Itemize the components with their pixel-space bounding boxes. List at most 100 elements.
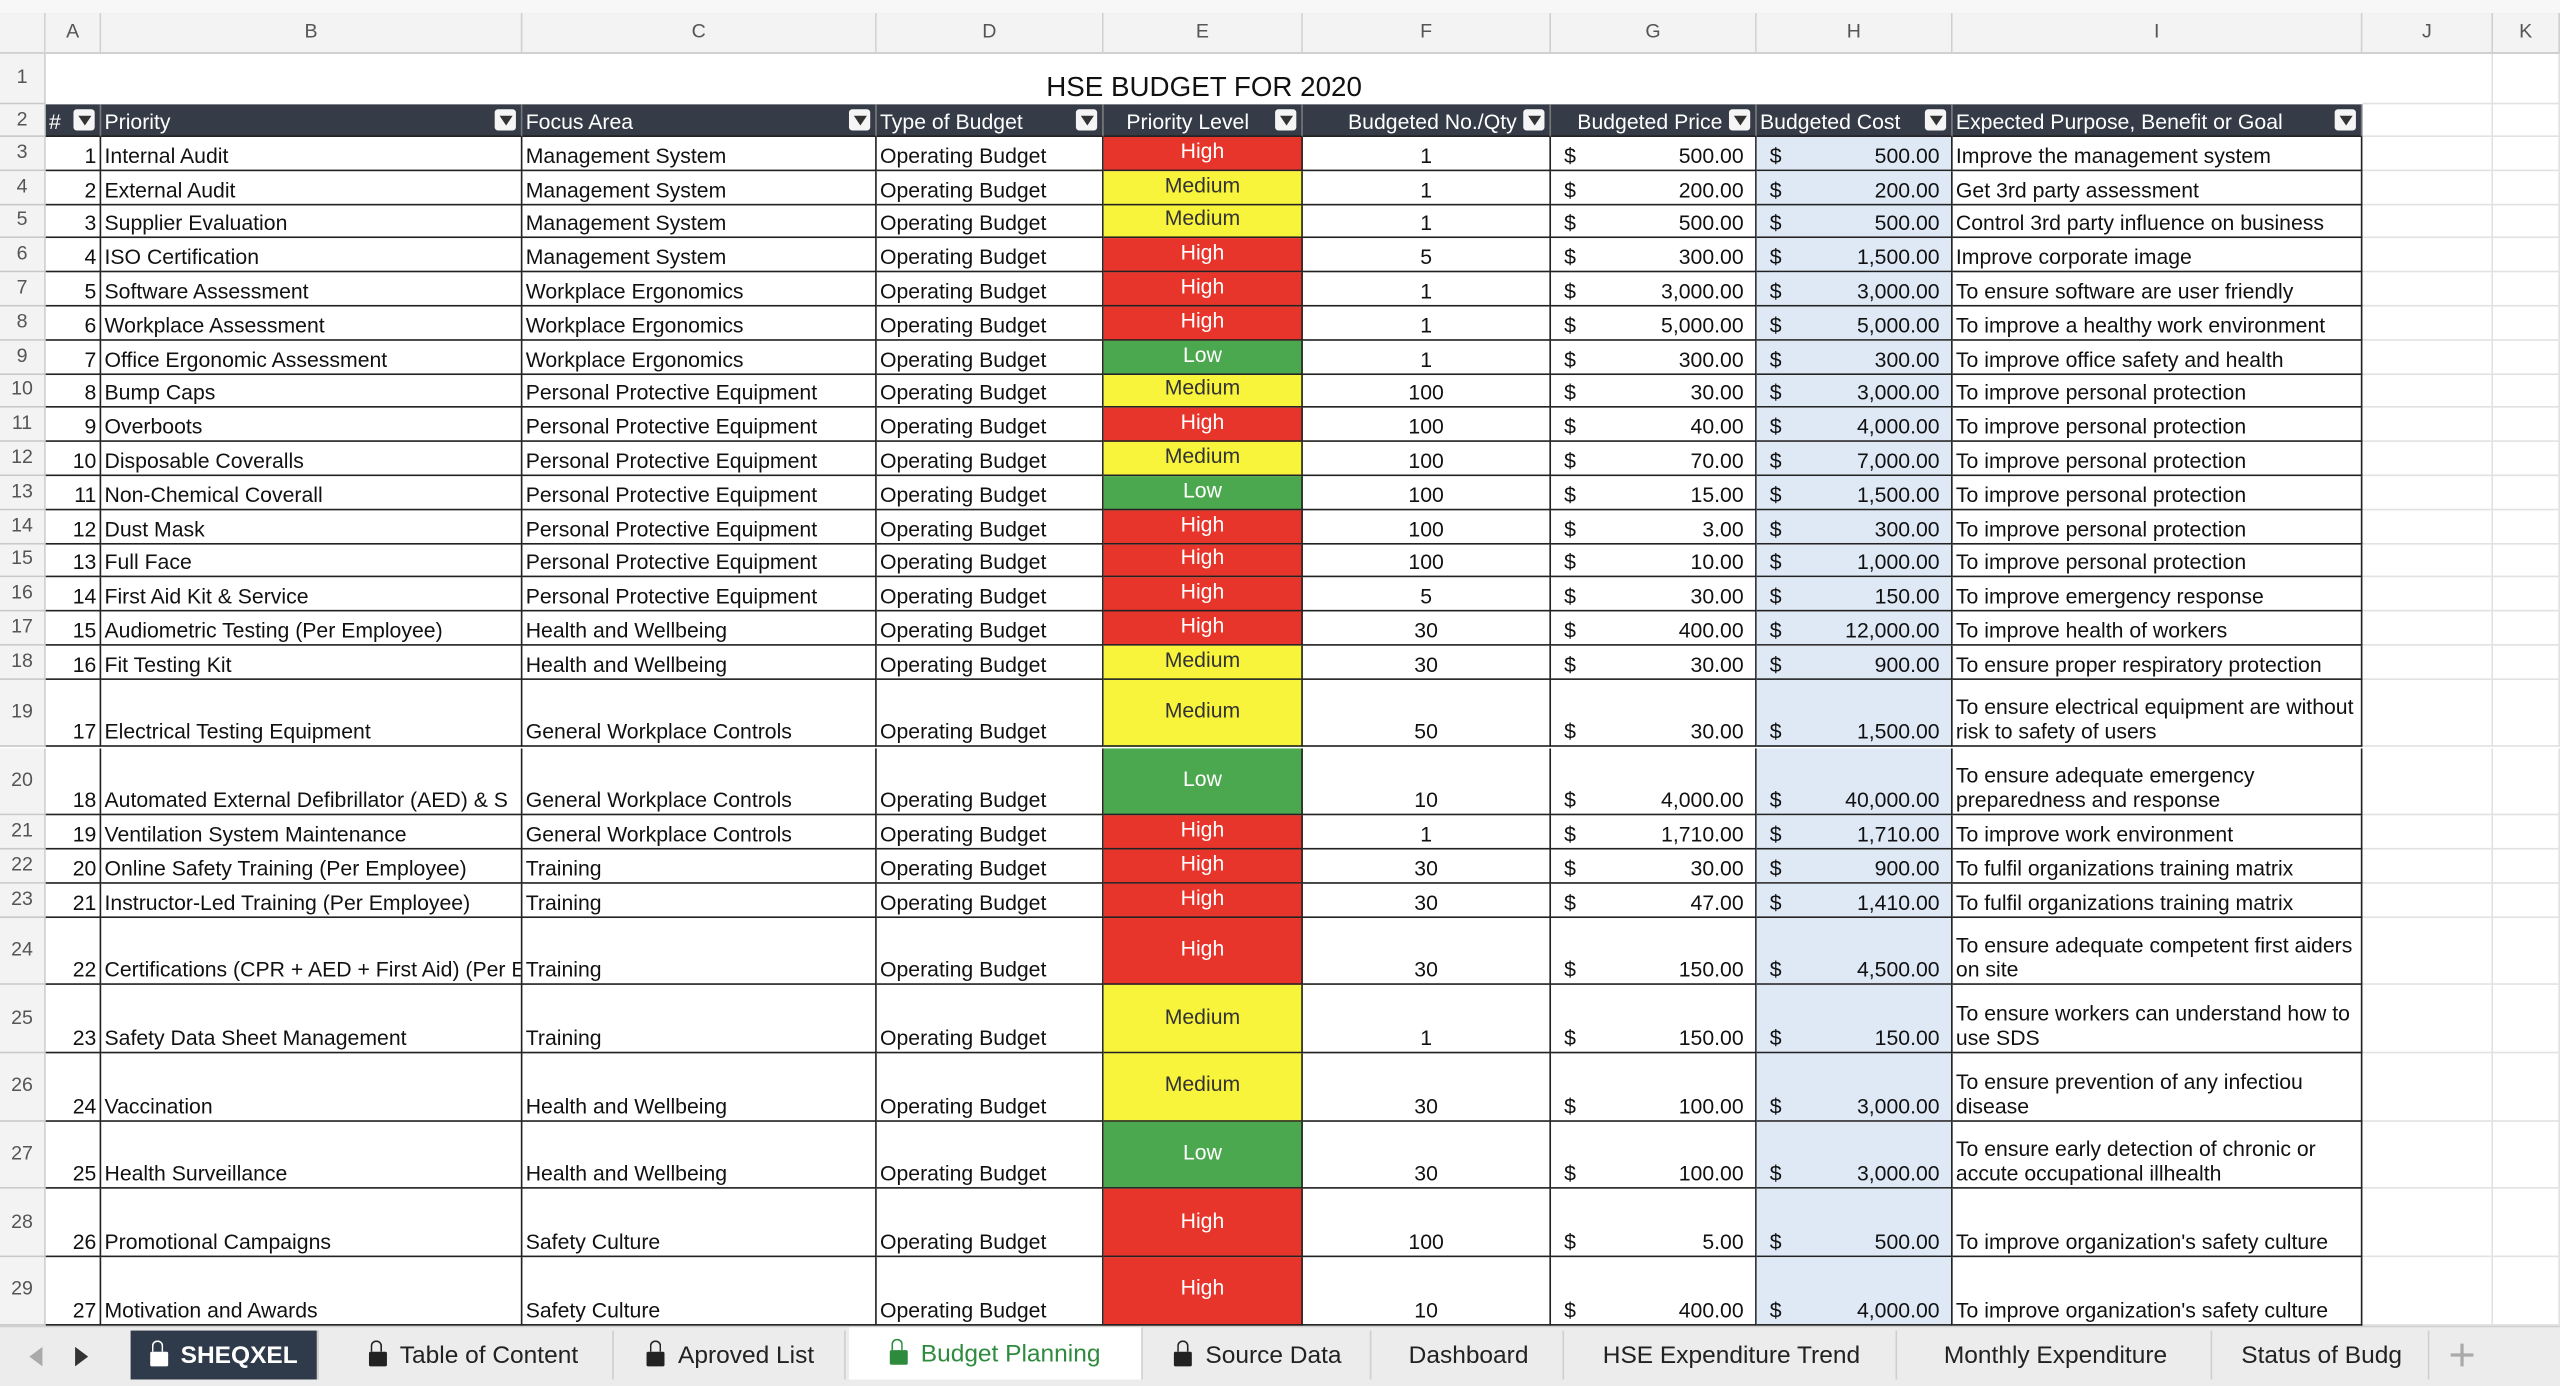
filter-dropdown[interactable]: [494, 109, 516, 131]
budget-type: Operating Budget: [876, 340, 1104, 375]
empty-cell: [2362, 104, 2494, 137]
currency-symbol: $: [1769, 177, 1782, 202]
focus-area: Safety Culture: [522, 1189, 877, 1258]
budgeted-cost-cell: $900.00: [1756, 849, 1953, 884]
filter-dropdown[interactable]: [1075, 109, 1098, 131]
filter-dropdown[interactable]: [2334, 109, 2356, 131]
budgeted-price-cell: $5.00: [1551, 1189, 1757, 1258]
column-letter: I: [1952, 13, 2363, 54]
empty-cell: [2362, 238, 2494, 273]
filter-dropdown[interactable]: [1924, 109, 1947, 131]
item-number: 15: [45, 611, 102, 646]
sheet-tab-label: Aproved List: [678, 1341, 815, 1369]
budgeted-qty: 1: [1302, 815, 1552, 850]
filter-dropdown[interactable]: [1523, 109, 1545, 131]
budgeted-price-cell: $500.00: [1551, 136, 1757, 171]
empty-cell: [2493, 645, 2560, 680]
sheet-tab[interactable]: Dashboard: [1375, 1330, 1565, 1380]
item-number: 24: [45, 1053, 102, 1122]
budgeted-price-cell: $15.00: [1551, 476, 1757, 511]
currency-symbol: $: [1769, 312, 1782, 338]
row-number: 19: [0, 679, 46, 748]
priority: Certifications (CPR + AED + First Aid) (…: [101, 917, 523, 986]
budgeted-cost: 150.00: [1874, 584, 1940, 609]
budgeted-price-cell: $70.00: [1551, 442, 1757, 477]
expected-purpose: To improve organization's safety culture: [1952, 1257, 2363, 1326]
sheet-tab[interactable]: Status of Budg: [2216, 1330, 2430, 1380]
budgeted-qty: 5: [1302, 238, 1552, 273]
row-number: 4: [0, 170, 46, 205]
sheet-tab[interactable]: Aproved List: [617, 1330, 846, 1380]
budgeted-cost: 1,500.00: [1856, 719, 1940, 745]
sheet-tab[interactable]: Source Data: [1146, 1330, 1372, 1380]
budgeted-cost-cell: $4,000.00: [1756, 1257, 1953, 1326]
budgeted-cost: 7,000.00: [1856, 448, 1940, 473]
budgeted-price: 4,000.00: [1661, 787, 1744, 813]
add-sheet-button[interactable]: [2441, 1327, 2490, 1386]
row-number: 23: [0, 883, 46, 918]
row-number: 16: [0, 577, 46, 612]
filter-dropdown[interactable]: [1728, 109, 1751, 131]
empty-cell: [2493, 340, 2560, 375]
lock-icon: [889, 1338, 908, 1365]
empty-cell: [2493, 577, 2560, 612]
priority: Software Assessment: [101, 272, 523, 307]
sheet-tab-label: Table of Content: [399, 1341, 579, 1369]
budgeted-price: 5,000.00: [1661, 312, 1744, 338]
filter-dropdown[interactable]: [848, 109, 871, 131]
budgeted-price-cell: $10.00: [1551, 543, 1757, 578]
currency-symbol: $: [1564, 787, 1576, 813]
sheet-tab[interactable]: Table of Content: [335, 1330, 614, 1380]
priority-level: High: [1103, 306, 1303, 341]
row-number: 7: [0, 272, 46, 307]
empty-cell: [2362, 1189, 2494, 1258]
budgeted-price: 400.00: [1678, 1297, 1744, 1323]
budgeted-price: 70.00: [1690, 448, 1744, 473]
budget-type: Operating Budget: [876, 543, 1104, 578]
priority-level: High: [1103, 136, 1303, 171]
item-number: 23: [45, 985, 102, 1054]
budgeted-price-cell: $150.00: [1551, 985, 1757, 1054]
filter-dropdown[interactable]: [73, 109, 95, 131]
priority-level: Medium: [1103, 204, 1303, 239]
column-letter: C: [522, 13, 877, 54]
row-number: 22: [0, 849, 46, 884]
budgeted-qty: 1: [1302, 170, 1552, 205]
row-number: 10: [0, 374, 46, 409]
sheet-tab[interactable]: SHEQXEL: [130, 1330, 319, 1380]
tab-nav-arrows[interactable]: [0, 1327, 114, 1386]
empty-cell: [2493, 442, 2560, 477]
empty-cell: [2362, 611, 2494, 646]
priority: Audiometric Testing (Per Employee): [101, 611, 523, 646]
priority: Bump Caps: [101, 374, 523, 409]
sheet-tab[interactable]: HSE Expenditure Trend: [1567, 1330, 1898, 1380]
filter-dropdown[interactable]: [1275, 109, 1297, 131]
budget-type: Operating Budget: [876, 272, 1104, 307]
budgeted-cost: 1,710.00: [1856, 821, 1940, 847]
budgeted-cost: 4,000.00: [1856, 414, 1940, 439]
expected-purpose: Control 3rd party influence on business: [1952, 204, 2363, 239]
priority: Non-Chemical Coverall: [101, 476, 523, 511]
empty-cell: [2362, 136, 2494, 171]
budgeted-price: 30.00: [1690, 584, 1744, 609]
column-header: Type of Budget: [876, 104, 1104, 137]
empty-cell: [2362, 170, 2494, 205]
column-letter: A: [45, 13, 102, 54]
row-number: 24: [0, 917, 46, 986]
expected-purpose: Improve corporate image: [1952, 238, 2363, 273]
budgeted-cost-cell: $500.00: [1756, 204, 1953, 239]
row-number: 27: [0, 1121, 46, 1190]
currency-symbol: $: [1564, 584, 1576, 609]
priority: Office Ergonomic Assessment: [101, 340, 523, 375]
budgeted-price: 47.00: [1690, 889, 1744, 915]
sheet-tab[interactable]: Monthly Expenditure: [1900, 1330, 2213, 1380]
item-number: 1: [45, 136, 102, 171]
budgeted-price: 40.00: [1690, 414, 1744, 439]
row-number: 29: [0, 1257, 46, 1326]
currency-symbol: $: [1769, 957, 1782, 983]
empty-cell: [2493, 543, 2560, 578]
budget-type: Operating Budget: [876, 204, 1104, 239]
item-number: 17: [45, 679, 102, 748]
sheet-tab[interactable]: Budget Planning: [848, 1327, 1143, 1380]
currency-symbol: $: [1769, 448, 1782, 473]
